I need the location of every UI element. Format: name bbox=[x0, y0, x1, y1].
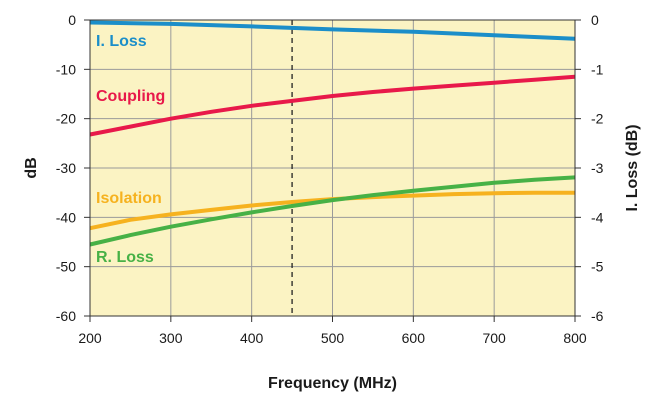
x-axis-title: Frequency (MHz) bbox=[268, 375, 397, 392]
right-axis: 0 -1 -2 -3 -4 -5 -6 bbox=[575, 12, 604, 324]
y-tick-label: -60 bbox=[56, 308, 76, 324]
y2-tick-label: -4 bbox=[591, 209, 604, 225]
x-tick-label: 700 bbox=[482, 330, 506, 346]
series-line-i-loss bbox=[89, 20, 576, 41]
y2-axis-title: I. Loss (dB) bbox=[624, 124, 641, 211]
series-label-i-loss: I. Loss bbox=[96, 33, 147, 50]
series-label-isolation: Isolation bbox=[96, 190, 162, 207]
x-tick-label: 300 bbox=[159, 330, 183, 346]
y2-tick-label: -5 bbox=[591, 259, 604, 275]
series-layer bbox=[89, 20, 576, 247]
series-line-coupling bbox=[89, 74, 576, 137]
x-tick-label: 500 bbox=[321, 330, 345, 346]
y-tick-label: -30 bbox=[56, 160, 76, 176]
y-tick-label: -40 bbox=[56, 209, 76, 225]
series-label-coupling: Coupling bbox=[96, 88, 165, 105]
y-tick-label: -20 bbox=[56, 111, 76, 127]
y-tick-label: 0 bbox=[68, 12, 76, 28]
y-tick-label: -50 bbox=[56, 259, 76, 275]
y2-tick-label: -3 bbox=[591, 160, 604, 176]
series-label-r-loss: R. Loss bbox=[96, 249, 154, 266]
y-tick-label: -10 bbox=[56, 61, 76, 77]
left-axis: 0 -10 -20 -30 -40 -50 -60 bbox=[56, 12, 90, 324]
x-tick-label: 400 bbox=[240, 330, 264, 346]
series-labels: I. Loss Coupling Isolation R. Loss bbox=[96, 33, 165, 266]
x-tick-label: 600 bbox=[402, 330, 426, 346]
y2-tick-label: -6 bbox=[591, 308, 604, 324]
y-axis-title: dB bbox=[23, 157, 40, 178]
y2-tick-label: -2 bbox=[591, 111, 604, 127]
x-tick-label: 800 bbox=[563, 330, 587, 346]
x-tick-label: 200 bbox=[78, 330, 102, 346]
y2-tick-label: 0 bbox=[591, 12, 599, 28]
x-axis: 200 300 400 500 600 700 800 bbox=[78, 316, 587, 346]
y2-tick-label: -1 bbox=[591, 61, 604, 77]
series-line-r-loss bbox=[89, 175, 576, 247]
